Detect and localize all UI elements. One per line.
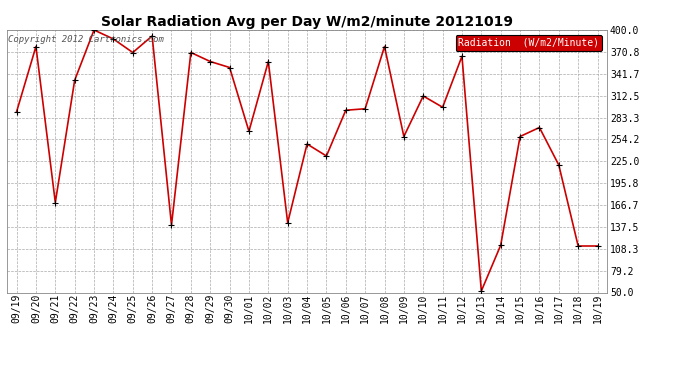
Text: Copyright 2012 Cartronics.com: Copyright 2012 Cartronics.com	[8, 35, 164, 44]
Legend: Radiation  (W/m2/Minute): Radiation (W/m2/Minute)	[455, 35, 602, 51]
Title: Solar Radiation Avg per Day W/m2/minute 20121019: Solar Radiation Avg per Day W/m2/minute …	[101, 15, 513, 29]
